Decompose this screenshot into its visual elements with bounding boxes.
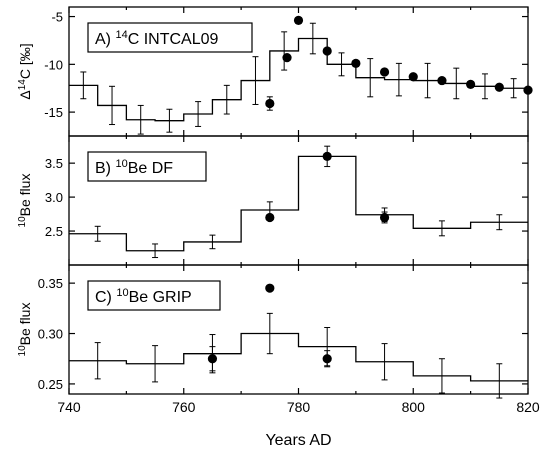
data-point	[265, 212, 275, 223]
x-tick-label: 820	[516, 399, 540, 415]
data-point	[265, 283, 275, 293]
y-tick-label: 3.5	[45, 156, 63, 171]
y-tick-label: 0.35	[38, 276, 63, 291]
x-axis: 740 760 780 800 820	[57, 399, 540, 415]
y-axis-label: 10Be flux	[17, 303, 33, 357]
x-tick-label: 740	[57, 399, 81, 415]
panel-label: C) 10Be GRIP	[95, 287, 192, 306]
data-point	[322, 354, 332, 364]
y-tick-label: -15	[44, 105, 63, 120]
panels: -15 -10 -5 A) 14C INTCAL09 Δ14C [‰] 2.5 3.0 3.5…	[17, 6, 533, 399]
x-tick-label: 780	[287, 399, 311, 415]
y-tick-label: -10	[44, 57, 63, 72]
data-point	[265, 98, 275, 109]
data-point	[322, 46, 332, 56]
y-axis-label: 10Be flux	[17, 174, 33, 228]
y-tick-label: 0.25	[38, 377, 63, 392]
panel-label-box	[87, 22, 253, 53]
panel-label: A) 14C INTCAL09	[95, 29, 219, 48]
data-point	[379, 67, 390, 77]
y-tick-label: 3.0	[45, 190, 63, 205]
y-tick-label: 2.5	[45, 224, 63, 239]
data-point	[207, 354, 218, 364]
x-tick-label: 760	[172, 399, 196, 415]
data-point	[437, 75, 447, 86]
y-tick-label: -5	[51, 10, 63, 25]
data-point	[351, 58, 361, 68]
data-point	[523, 85, 533, 95]
panel-a: -15 -10 -5 A) 14C INTCAL09 Δ14C [‰]	[17, 6, 533, 137]
panel-label: B) 10Be DF	[95, 158, 173, 177]
data-point	[466, 79, 476, 89]
panel-c: 0.25 0.30 0.35 C) 10Be GRIP 10Be flux	[17, 264, 529, 399]
data-point	[379, 212, 390, 223]
panel-b: 2.5 3.0 3.5 B) 10Be DF 10Be flux	[17, 135, 529, 266]
data-point	[408, 72, 418, 82]
x-axis-label: Years AD	[265, 432, 331, 449]
panel-label-box	[87, 280, 221, 311]
data-point	[494, 82, 504, 92]
y-tick-label: 0.30	[38, 327, 63, 342]
panel-label-box	[87, 151, 207, 182]
x-tick-label: 800	[402, 399, 426, 415]
data-point	[322, 151, 332, 161]
data-point	[293, 15, 304, 25]
data-point	[282, 53, 292, 63]
y-axis-label: Δ14C [‰]	[17, 43, 33, 99]
